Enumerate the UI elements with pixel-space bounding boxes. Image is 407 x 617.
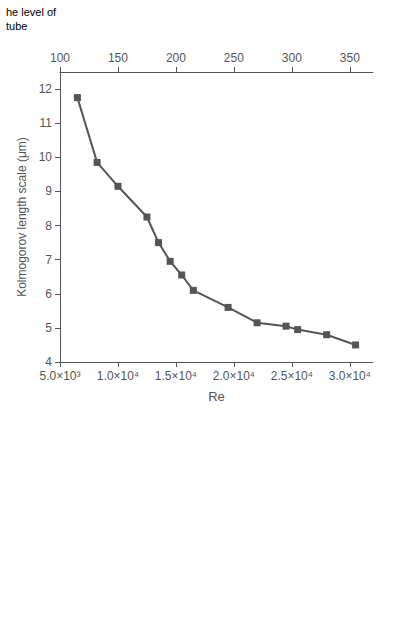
svg-text:he level of: he level of [6, 6, 57, 18]
svg-text:11: 11 [40, 116, 53, 130]
svg-text:7: 7 [45, 253, 52, 267]
svg-text:150: 150 [108, 51, 128, 65]
svg-text:10: 10 [39, 150, 53, 164]
svg-text:5: 5 [45, 321, 52, 335]
svg-text:1.5×10⁴: 1.5×10⁴ [155, 369, 197, 383]
svg-text:350: 350 [340, 51, 360, 65]
svg-text:4: 4 [45, 355, 52, 369]
svg-text:6: 6 [45, 287, 52, 301]
svg-text:8: 8 [45, 219, 52, 233]
svg-text:3.0×10⁴: 3.0×10⁴ [329, 369, 371, 383]
svg-text:2.5×10⁴: 2.5×10⁴ [271, 369, 313, 383]
svg-text:1.0×10⁴: 1.0×10⁴ [97, 369, 139, 383]
svg-text:Re: Re [208, 389, 225, 404]
svg-text:tube: tube [6, 20, 27, 32]
svg-text:200: 200 [166, 51, 186, 65]
svg-text:300: 300 [282, 51, 302, 65]
svg-text:2.0×10⁴: 2.0×10⁴ [213, 369, 255, 383]
svg-text:9: 9 [45, 184, 52, 198]
svg-text:Kolmogorov length scale (μm): Kolmogorov length scale (μm) [15, 137, 29, 297]
svg-text:5.0×10³: 5.0×10³ [39, 369, 80, 383]
svg-text:250: 250 [224, 51, 244, 65]
svg-text:100: 100 [50, 51, 70, 65]
svg-text:12: 12 [39, 82, 53, 96]
